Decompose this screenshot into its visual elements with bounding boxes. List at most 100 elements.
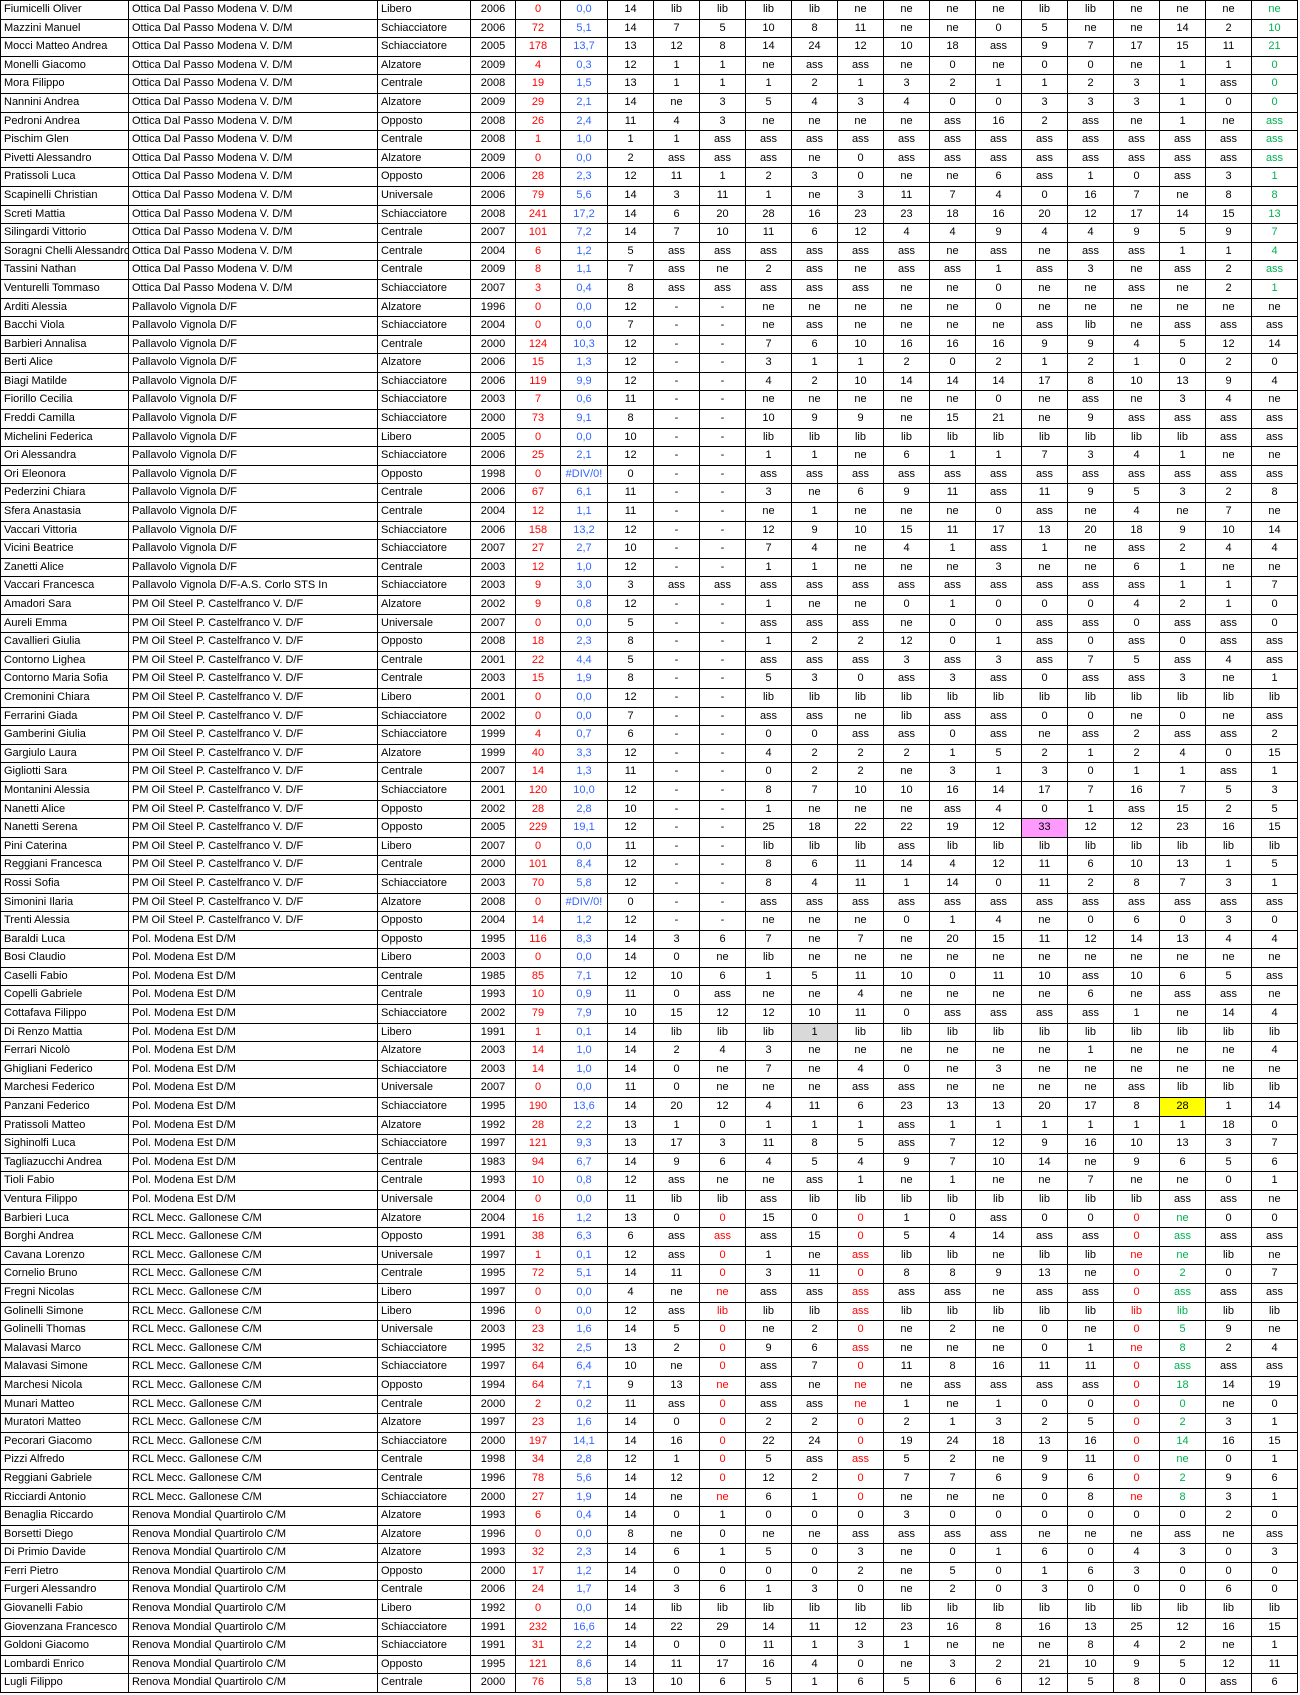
cell-game[interactable]: - bbox=[699, 799, 746, 820]
cell-birth-year[interactable]: 2000 bbox=[470, 1394, 516, 1415]
cell-game[interactable]: - bbox=[699, 502, 746, 522]
cell-team[interactable]: RCL Mecc. Gallonese C/M bbox=[128, 1394, 378, 1415]
cell-game[interactable]: lib bbox=[1159, 427, 1206, 448]
cell-role[interactable]: Opposto bbox=[377, 632, 471, 652]
cell-game[interactable]: 16 bbox=[929, 334, 976, 355]
cell-game[interactable]: ass bbox=[929, 148, 976, 169]
cell-game[interactable]: 0 bbox=[883, 595, 930, 615]
cell-points-average[interactable]: 17,2 bbox=[560, 204, 608, 225]
cell-games-count[interactable]: 12 bbox=[607, 446, 654, 466]
cell-final-game[interactable]: 1 bbox=[1251, 873, 1298, 894]
cell-game[interactable]: 2 bbox=[837, 743, 884, 764]
cell-game[interactable]: ass bbox=[1205, 613, 1252, 634]
cell-game[interactable]: lib bbox=[699, 1190, 746, 1210]
cell-points-average[interactable]: 2,3 bbox=[560, 1543, 608, 1563]
cell-games-count[interactable]: 8 bbox=[607, 632, 654, 652]
cell-game[interactable]: 2 bbox=[883, 353, 930, 373]
cell-game[interactable]: ass bbox=[1113, 278, 1160, 299]
cell-points-average[interactable]: 2,1 bbox=[560, 92, 608, 113]
cell-game[interactable]: 17 bbox=[975, 520, 1022, 541]
cell-game[interactable]: 0 bbox=[1159, 911, 1206, 931]
cell-birth-year[interactable]: 2003 bbox=[470, 390, 516, 411]
cell-game[interactable]: ne bbox=[975, 1171, 1022, 1191]
cell-birth-year[interactable]: 1997 bbox=[470, 1282, 516, 1303]
cell-game[interactable]: 15 bbox=[1205, 204, 1252, 225]
cell-points-average[interactable]: 9,3 bbox=[560, 1134, 608, 1154]
cell-game[interactable]: 1 bbox=[1159, 576, 1206, 596]
cell-game[interactable]: lib bbox=[929, 1022, 976, 1043]
cell-role[interactable]: Opposto bbox=[377, 1654, 471, 1675]
cell-game[interactable]: ne bbox=[1113, 111, 1160, 132]
cell-player-name[interactable]: Fregni Nicolas bbox=[0, 1282, 129, 1303]
cell-game[interactable]: lib bbox=[1067, 687, 1114, 708]
cell-game[interactable]: 18 bbox=[1205, 1115, 1252, 1136]
cell-player-name[interactable]: Nannini Andrea bbox=[0, 92, 129, 113]
cell-team[interactable]: RCL Mecc. Gallonese C/M bbox=[128, 1227, 378, 1247]
cell-game[interactable]: ass bbox=[929, 1282, 976, 1303]
cell-games-count[interactable]: 14 bbox=[607, 18, 654, 39]
cell-game[interactable]: ass bbox=[1021, 316, 1068, 336]
cell-game[interactable]: 12 bbox=[1067, 818, 1114, 838]
cell-games-count[interactable]: 14 bbox=[607, 1097, 654, 1117]
cell-game[interactable]: 16 bbox=[1067, 185, 1114, 206]
cell-game[interactable]: - bbox=[699, 669, 746, 689]
cell-team[interactable]: Ottica Dal Passo Modena V. D/M bbox=[128, 241, 378, 262]
cell-game[interactable]: 22 bbox=[745, 1431, 792, 1452]
cell-role[interactable]: Centrale bbox=[377, 502, 471, 522]
cell-game[interactable]: 4 bbox=[837, 985, 884, 1006]
cell-birth-year[interactable]: 1999 bbox=[470, 743, 516, 764]
cell-game[interactable]: 3 bbox=[1159, 483, 1206, 504]
cell-game[interactable]: 12 bbox=[975, 818, 1022, 838]
cell-role[interactable]: Opposto bbox=[377, 1561, 471, 1582]
cell-game[interactable]: 11 bbox=[1021, 1357, 1068, 1377]
cell-birth-year[interactable]: 1996 bbox=[470, 1301, 516, 1322]
cell-birth-year[interactable]: 2006 bbox=[470, 185, 516, 206]
cell-role[interactable]: Centrale bbox=[377, 74, 471, 94]
cell-role[interactable]: Schiacciatore bbox=[377, 390, 471, 411]
cell-game[interactable]: 10 bbox=[1067, 1654, 1114, 1675]
cell-birth-year[interactable]: 2000 bbox=[470, 1487, 516, 1508]
cell-team[interactable]: Pol. Modena Est D/M bbox=[128, 1041, 378, 1061]
cell-game[interactable]: - bbox=[653, 409, 700, 429]
cell-game[interactable]: 10 bbox=[975, 1152, 1022, 1173]
cell-game[interactable]: ass bbox=[883, 836, 930, 857]
cell-game[interactable]: ne bbox=[837, 502, 884, 522]
cell-game[interactable]: ne bbox=[837, 0, 884, 20]
cell-game[interactable]: 1 bbox=[745, 1245, 792, 1266]
cell-player-name[interactable]: Lombardi Enrico bbox=[0, 1654, 129, 1675]
cell-game[interactable]: ass bbox=[653, 1245, 700, 1266]
cell-game[interactable]: 16 bbox=[1113, 780, 1160, 801]
cell-game[interactable]: 8 bbox=[929, 1264, 976, 1284]
cell-game[interactable]: ass bbox=[1021, 576, 1068, 596]
cell-game[interactable]: 3 bbox=[883, 650, 930, 671]
cell-game[interactable]: 1 bbox=[1159, 111, 1206, 132]
cell-game[interactable]: 12 bbox=[1067, 204, 1114, 225]
cell-role[interactable]: Opposto bbox=[377, 464, 471, 485]
cell-game[interactable]: ne bbox=[1113, 390, 1160, 411]
cell-game[interactable]: ne bbox=[837, 1041, 884, 1061]
cell-game[interactable]: 3 bbox=[929, 669, 976, 689]
cell-game[interactable]: 3 bbox=[653, 185, 700, 206]
cell-final-game[interactable]: 8 bbox=[1251, 185, 1298, 206]
cell-game[interactable]: ass bbox=[745, 278, 792, 299]
cell-game[interactable]: lib bbox=[745, 0, 792, 20]
cell-birth-year[interactable]: 2009 bbox=[470, 148, 516, 169]
cell-game[interactable]: ass bbox=[837, 613, 884, 634]
cell-total-points[interactable]: 38 bbox=[515, 1227, 561, 1247]
cell-game[interactable]: ne bbox=[699, 1375, 746, 1396]
cell-game[interactable]: 5 bbox=[929, 1561, 976, 1582]
cell-game[interactable]: - bbox=[699, 464, 746, 485]
cell-points-average[interactable]: #DIV/0! bbox=[560, 892, 608, 913]
cell-points-average[interactable]: 1,2 bbox=[560, 1561, 608, 1582]
cell-player-name[interactable]: Panzani Federico bbox=[0, 1097, 129, 1117]
cell-game[interactable]: ne bbox=[929, 985, 976, 1006]
cell-game[interactable]: lib bbox=[745, 1301, 792, 1322]
cell-points-average[interactable]: 2,2 bbox=[560, 1636, 608, 1656]
cell-role[interactable]: Centrale bbox=[377, 1394, 471, 1415]
cell-final-game[interactable]: ass bbox=[1251, 464, 1298, 485]
cell-games-count[interactable]: 12 bbox=[607, 911, 654, 931]
cell-game[interactable]: ass bbox=[883, 241, 930, 262]
cell-points-average[interactable]: 0,0 bbox=[560, 1301, 608, 1322]
cell-game[interactable]: 6 bbox=[699, 929, 746, 950]
cell-total-points[interactable]: 0 bbox=[515, 1301, 561, 1322]
